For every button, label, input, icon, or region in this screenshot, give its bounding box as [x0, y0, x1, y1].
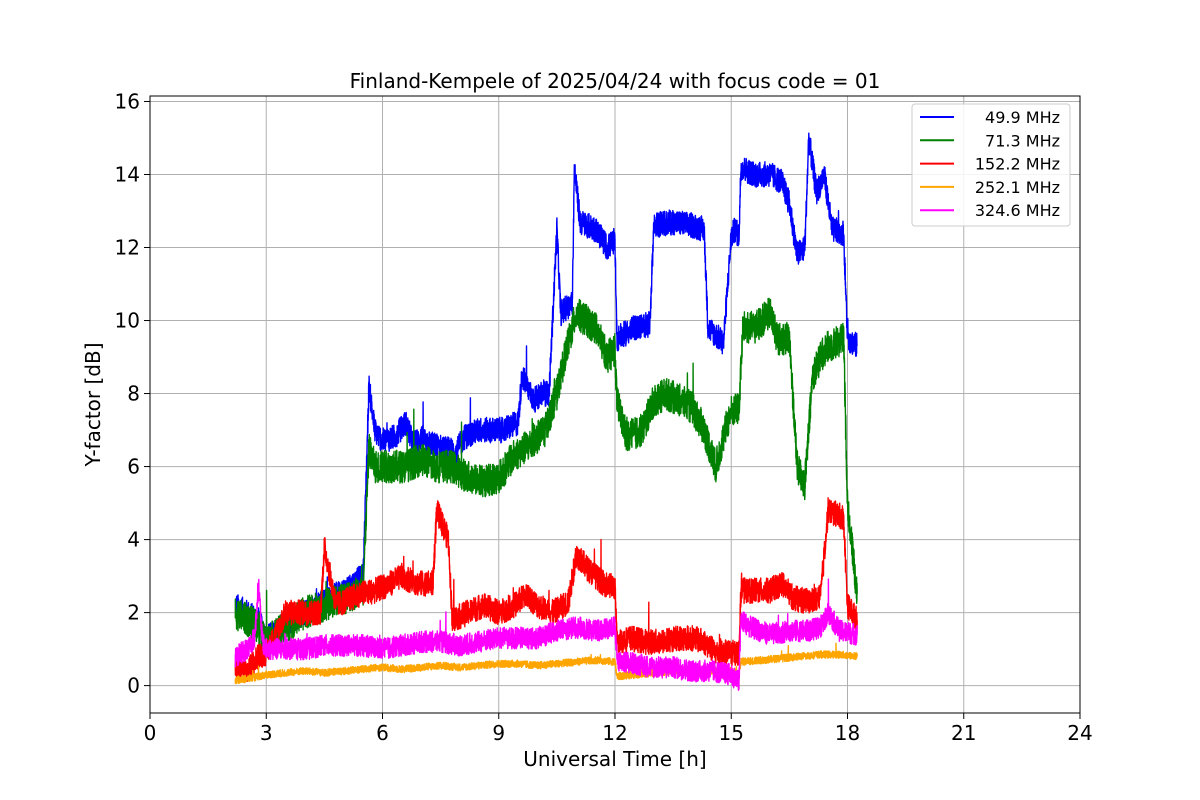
y-tick-label: 10 — [115, 309, 140, 333]
x-tick-label: 9 — [492, 721, 505, 745]
legend-entry: 152.2 MHz — [975, 155, 1060, 174]
x-tick-label: 21 — [951, 721, 976, 745]
legend-entry: 324.6 MHz — [975, 201, 1060, 220]
x-tick-label: 18 — [835, 721, 860, 745]
series-line-4 — [234, 578, 858, 691]
y-tick-label: 6 — [127, 455, 140, 479]
legend-entry: 49.9 MHz — [985, 108, 1060, 127]
x-tick-label: 6 — [376, 721, 389, 745]
series-layer — [234, 132, 858, 691]
x-tick-label: 12 — [602, 721, 627, 745]
x-axis-label: Universal Time [h] — [523, 747, 706, 771]
legend-entry: 252.1 MHz — [975, 178, 1060, 197]
series-line-2 — [234, 497, 858, 684]
legend-entry: 71.3 MHz — [985, 131, 1060, 150]
y-axis-label: Y-factor [dB] — [81, 342, 105, 467]
legend-box — [911, 103, 1071, 227]
y-tick-label: 8 — [127, 382, 140, 406]
x-axis: 0 3 6 9 12 15 18 21 24 — [144, 713, 1093, 745]
legend: 49.9 MHz 71.3 MHz 152.2 MHz 252.1 MHz 324.6 … — [911, 103, 1071, 227]
series-line-3 — [234, 642, 858, 685]
y-tick-label: 4 — [127, 528, 140, 552]
x-tick-label: 15 — [719, 721, 744, 745]
chart-title: Finland-Kempele of 2025/04/24 with focus… — [350, 69, 881, 93]
y-tick-label: 0 — [127, 674, 140, 698]
series-line-1 — [234, 297, 858, 657]
y-tick-label: 16 — [115, 89, 140, 113]
x-tick-label: 24 — [1067, 721, 1092, 745]
x-tick-label: 0 — [144, 721, 157, 745]
y-tick-label: 2 — [127, 601, 140, 625]
y-tick-label: 14 — [115, 162, 140, 186]
x-tick-label: 3 — [260, 721, 273, 745]
y-tick-label: 12 — [115, 236, 140, 260]
y-axis: 0 2 4 6 8 10 12 14 16 — [115, 89, 150, 698]
